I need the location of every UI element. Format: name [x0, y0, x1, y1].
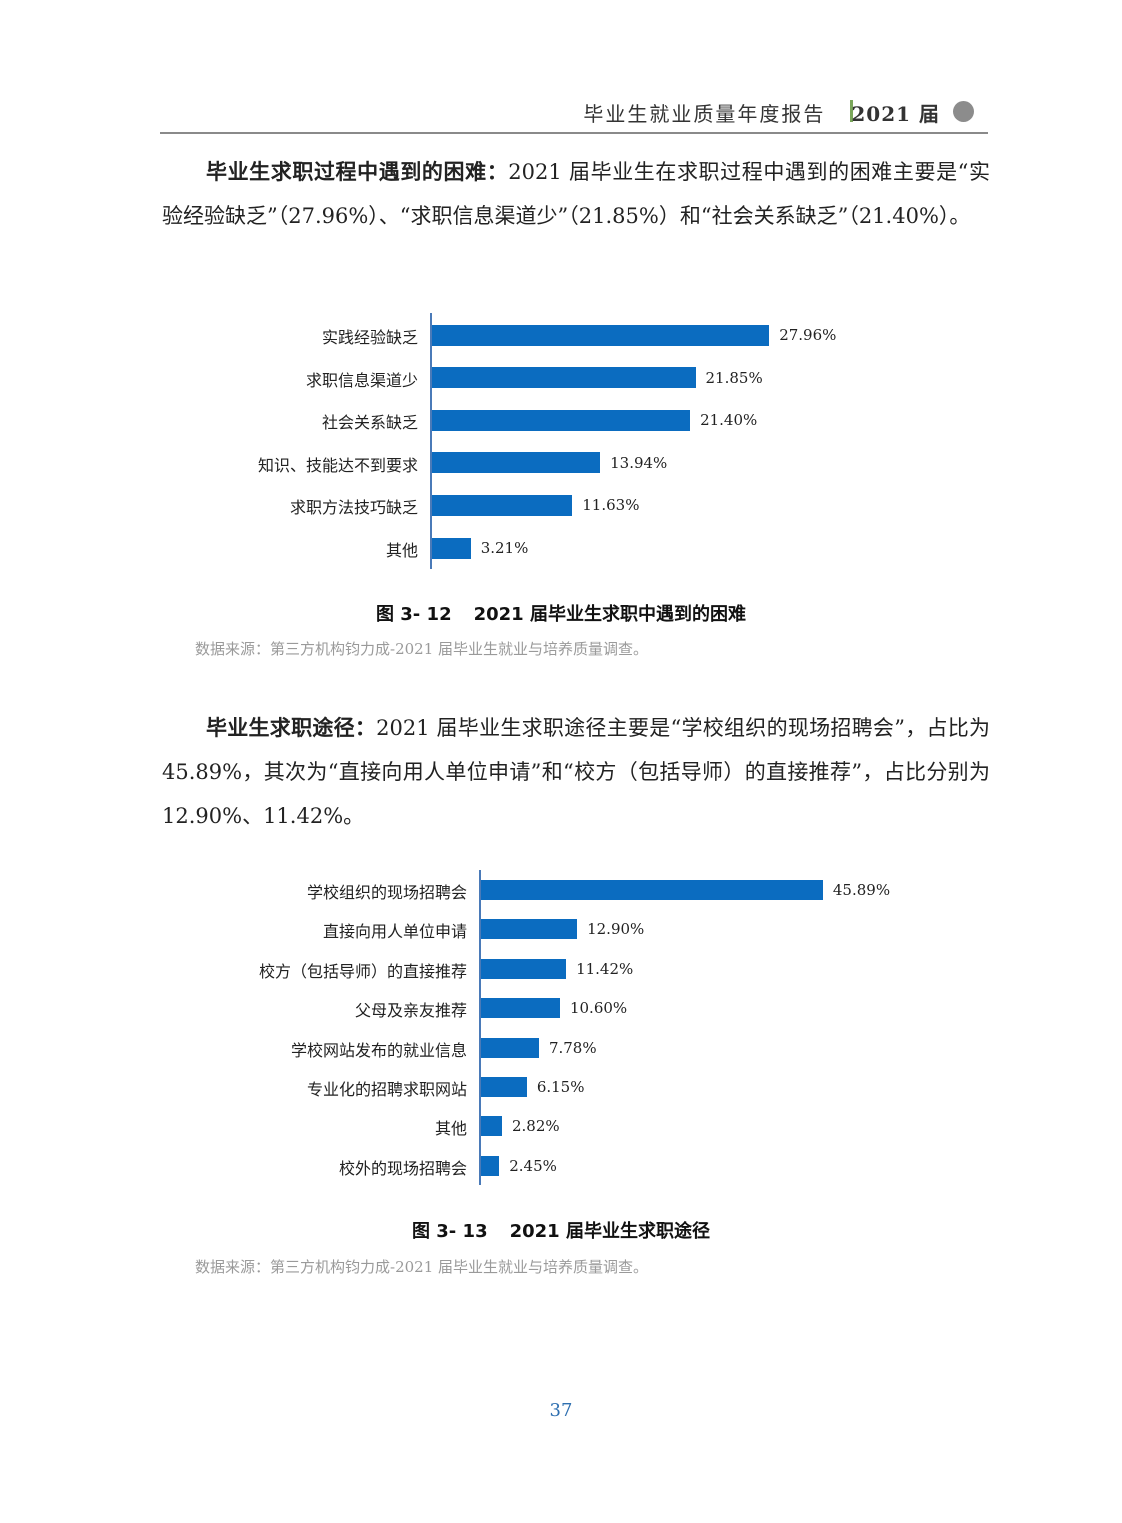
bar [432, 324, 770, 346]
header-dot-icon [953, 101, 974, 122]
page-number: 37 [549, 1400, 573, 1421]
category-label: 直接向用人单位申请 [322, 922, 467, 942]
section2-lead: 毕业生求职途径： [206, 716, 377, 740]
category-label: 其他 [434, 1119, 467, 1139]
bar [481, 1037, 539, 1058]
category-label: 学校网站发布的就业信息 [290, 1040, 467, 1060]
header-year: 2021 届 [851, 102, 940, 126]
bar [481, 880, 823, 900]
bar [481, 1155, 500, 1176]
category-label: 实践经验缺乏 [321, 328, 418, 347]
data-label: 27.96% [779, 326, 837, 344]
bar [432, 367, 696, 389]
chart-axis [430, 313, 432, 569]
chart-difficulties: 实践经验缺乏 27.96% 求职信息渠道少 21.85% 社会关系缺乏 21.40% 知识、… [0, 0, 1122, 600]
bar [481, 919, 578, 940]
data-label: 3.21% [480, 539, 529, 557]
figure2-number: 图 3- 13 [412, 1221, 488, 1242]
section1-text: 2021 届毕业生在求职过程中遇到的困难主要是“实验经验缺乏”（27.96%）、… [162, 160, 990, 228]
header-separator [850, 100, 853, 122]
data-label: 2.45% [509, 1156, 557, 1175]
bar [481, 1116, 502, 1137]
category-label: 社会关系缺乏 [321, 413, 418, 433]
bar [432, 409, 691, 431]
bar [481, 958, 567, 979]
bar [432, 452, 601, 474]
category-label: 知识、技能达不到要求 [257, 455, 418, 475]
data-label: 6.15% [536, 1078, 585, 1096]
data-label: 45.89% [832, 881, 891, 899]
chart-axis [479, 870, 481, 1185]
data-label: 11.63% [582, 496, 640, 515]
header-title: 毕业生就业质量年度报告 2021 届 [583, 98, 940, 127]
bar [432, 537, 471, 559]
figure2-source: 数据来源：第三方机构钧力成-2021 届毕业生就业与培养质量调查。 [195, 1258, 649, 1276]
header-report-title: 毕业生就业质量年度报告 [583, 102, 826, 126]
data-label: 13.94% [610, 453, 668, 472]
section1-lead: 毕业生求职过程中遇到的困难： [206, 160, 509, 184]
section1-paragraph: 毕业生求职过程中遇到的困难：2021 届毕业生在求职过程中遇到的困难主要是“实验… [162, 150, 990, 238]
category-label: 其他 [385, 541, 418, 560]
data-label: 10.60% [569, 999, 628, 1018]
category-label: 专业化的招聘求职网站 [306, 1080, 467, 1099]
data-label: 7.78% [548, 1038, 597, 1057]
data-label: 11.42% [576, 959, 634, 978]
figure1-source: 数据来源：第三方机构钧力成-2021 届毕业生就业与培养质量调查。 [195, 640, 649, 658]
chart-job-search-channels: 学校组织的现场招聘会 45.89% 直接向用人单位申请 12.90% 校方（包括导师）的… [258, 870, 891, 1185]
category-label: 校方（包括导师）的直接推荐 [258, 961, 467, 981]
section2-paragraph: 毕业生求职途径：2021 届毕业生求职途径主要是“学校组织的现场招聘会”，占比为… [162, 706, 990, 838]
category-label: 父母及亲友推荐 [354, 1001, 467, 1021]
figure1-title: 2021 届毕业生求职中遇到的困难 [473, 604, 746, 625]
figure2-caption: 图 3- 13 2021 届毕业生求职途径 [0, 1217, 1122, 1243]
data-label: 12.90% [587, 920, 645, 939]
page-header: 毕业生就业质量年度报告 2021 届 [160, 92, 988, 134]
data-label: 2.82% [512, 1117, 560, 1136]
category-label: 求职方法技巧缺乏 [289, 498, 418, 518]
category-label: 学校组织的现场招聘会 [306, 883, 467, 902]
bar [481, 998, 560, 1019]
data-label: 21.40% [700, 411, 758, 430]
figure1-number: 图 3- 12 [376, 604, 452, 625]
bar [432, 494, 573, 516]
figure1-caption: 图 3- 12 2021 届毕业生求职中遇到的困难 [0, 600, 1122, 626]
figure2-title: 2021 届毕业生求职途径 [509, 1221, 710, 1242]
category-label: 求职信息渠道少 [305, 370, 418, 390]
category-label: 校外的现场招聘会 [338, 1158, 467, 1178]
bar [481, 1077, 527, 1097]
section2-text: 2021 届毕业生求职途径主要是“学校组织的现场招聘会”，占比为 45.89%，… [162, 716, 991, 828]
data-label: 21.85% [705, 368, 763, 387]
